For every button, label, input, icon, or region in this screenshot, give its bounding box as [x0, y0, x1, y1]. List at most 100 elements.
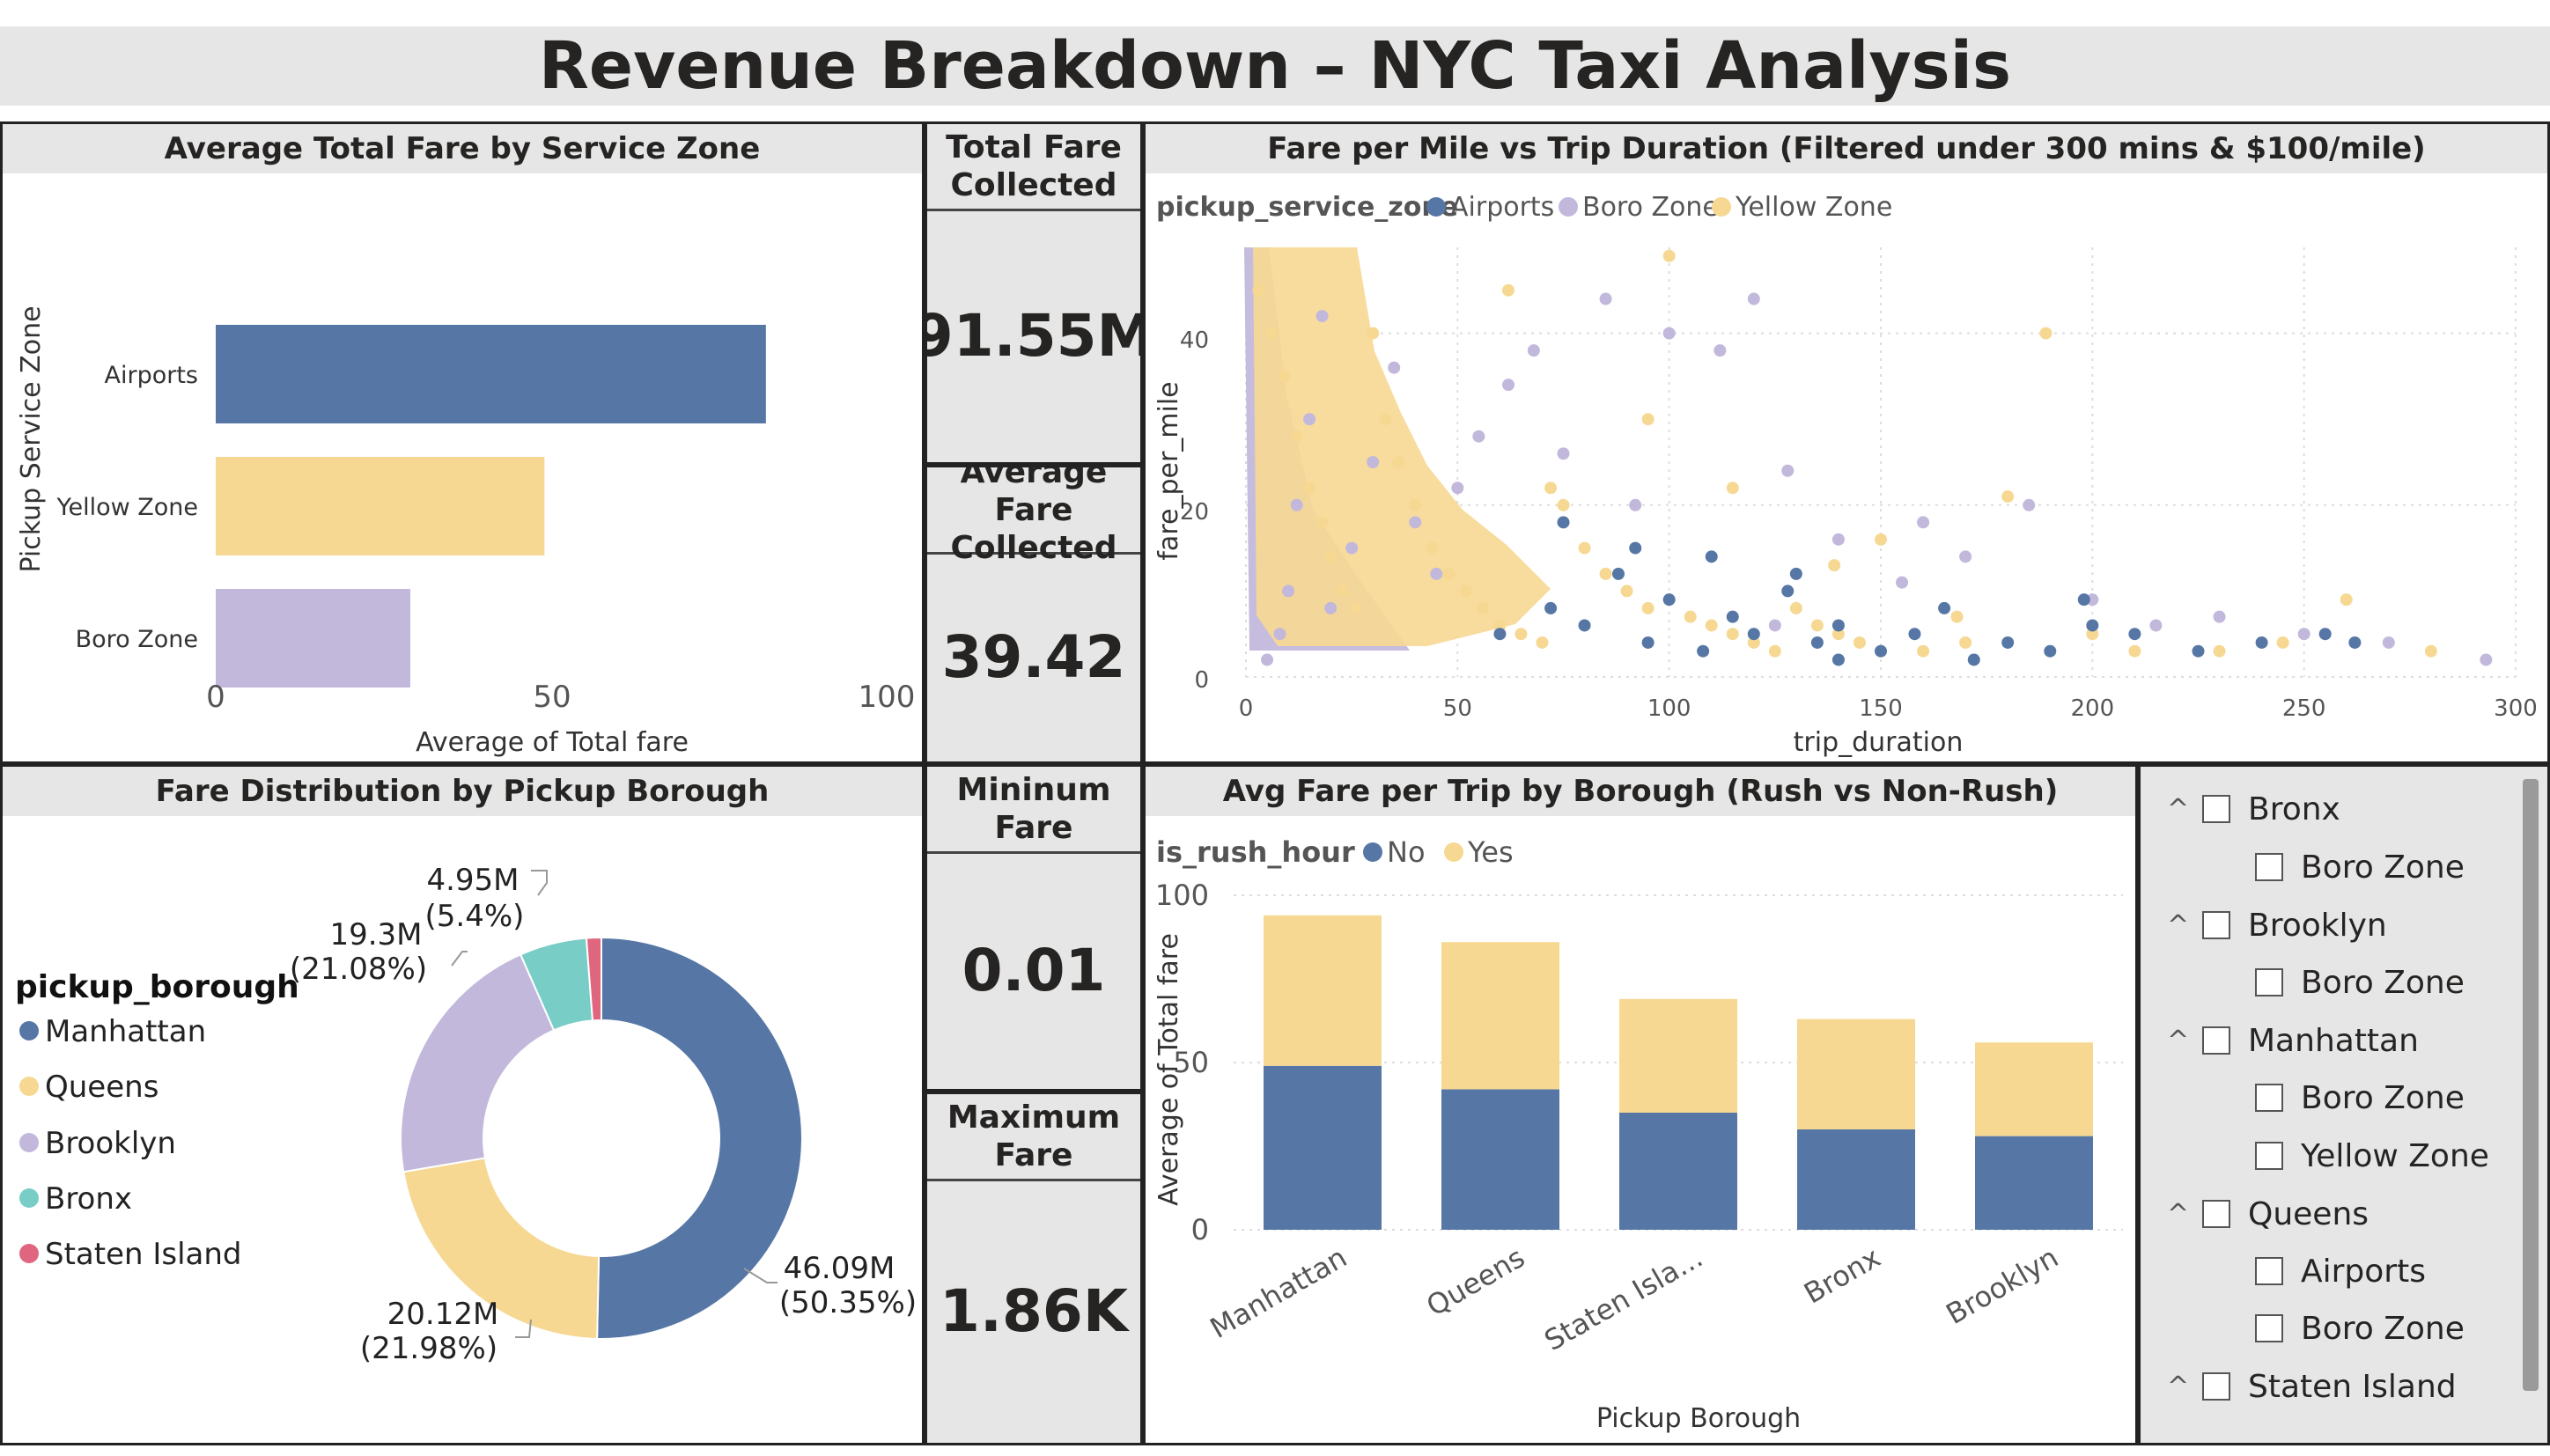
donut-chart-panel[interactable]: Fare Distribution by Pickup Borough pick… — [0, 764, 925, 1445]
checkbox[interactable] — [2255, 1142, 2283, 1170]
slicer-row[interactable]: Boro Zone — [2255, 1077, 2465, 1119]
label-queens-value: 20.12M — [387, 1297, 499, 1332]
checkbox[interactable] — [2202, 1372, 2230, 1401]
scatter-point-airports — [2192, 644, 2205, 658]
donut-slice-manhattan[interactable] — [596, 936, 803, 1340]
bar-chart-panel[interactable]: Average Total Fare by Service Zone Picku… — [0, 121, 925, 764]
slicer-row[interactable]: Airports — [2255, 1250, 2426, 1292]
scatter-point-airports — [1747, 628, 1760, 641]
donut-slice-brooklyn[interactable] — [400, 952, 556, 1173]
bar-airports[interactable] — [216, 325, 766, 423]
stacked-bar-staten-isla-no[interactable] — [1619, 1113, 1737, 1230]
bar-boro-zone[interactable] — [216, 589, 410, 688]
stacked-bar-staten-isla-yes[interactable] — [1619, 998, 1737, 1113]
stacked-bar-bronx-no[interactable] — [1797, 1129, 1915, 1230]
donut-slice-queens[interactable] — [402, 1157, 601, 1340]
stacked-bar-brooklyn-yes[interactable] — [1975, 1042, 2093, 1136]
minimum-fare-card: Mininum Fare 0.01 — [925, 764, 1143, 1092]
scatter-point-yellow-zone — [1641, 413, 1655, 426]
slicer-label-queens-boro-zone: Boro Zone — [2301, 1310, 2465, 1347]
checkbox[interactable] — [2255, 1314, 2283, 1342]
scatter-legend-airports[interactable]: Airports — [1450, 192, 1554, 223]
stacked-bar-brooklyn-no[interactable] — [1975, 1136, 2093, 1230]
scatter-x-tick-250: 250 — [2282, 695, 2326, 722]
stacked-bar-queens-no[interactable] — [1441, 1089, 1559, 1230]
scatter-point-yellow-zone — [1477, 601, 1490, 614]
scatter-x-tick-50: 50 — [1443, 695, 1472, 722]
scatter-point-yellow-zone — [1959, 636, 1972, 649]
legend-manhattan-swatch — [19, 1021, 39, 1041]
legend-bronx[interactable]: Bronx — [45, 1181, 132, 1217]
slicer-label-brooklyn-boro-zone: Boro Zone — [2301, 964, 2465, 1001]
slicer-scrollbar[interactable] — [2523, 779, 2539, 1391]
chevron-up-icon[interactable]: ^ — [2167, 1025, 2190, 1056]
checkbox[interactable] — [2255, 968, 2283, 996]
checkbox[interactable] — [2202, 1026, 2230, 1055]
stacked-bar-queens-yes[interactable] — [1441, 942, 1559, 1090]
stacked-bar-manhattan-no[interactable] — [1264, 1065, 1382, 1230]
slicer-row[interactable]: ^ Brooklyn — [2167, 904, 2387, 946]
legend-staten-island[interactable]: Staten Island — [45, 1237, 242, 1272]
legend-staten-island-swatch — [19, 1244, 39, 1263]
leader-manhattan — [743, 1268, 778, 1283]
borough-zone-slicer[interactable]: ^ Bronx Boro Zone ^ Brooklyn Boro Zone ^ Ma… — [2138, 764, 2550, 1445]
bar-yellow-zone[interactable] — [216, 457, 545, 555]
scatter-y-tick-40: 40 — [1180, 327, 1209, 354]
chevron-up-icon[interactable]: ^ — [2167, 793, 2190, 825]
slicer-label-bronx-boro-zone: Boro Zone — [2301, 849, 2465, 886]
average-fare-card: Average Fare Collected 39.42 — [925, 465, 1143, 764]
scatter-chart-panel[interactable]: Fare per Mile vs Trip Duration (Filtered… — [1143, 121, 2550, 764]
legend-manhattan[interactable]: Manhattan — [45, 1014, 206, 1049]
scatter-point-boro-zone — [1367, 456, 1380, 468]
legend-queens[interactable]: Queens — [45, 1070, 158, 1105]
scatter-legend-yellow-zone[interactable]: Yellow Zone — [1735, 192, 1892, 223]
slicer-label-manhattan-boro-zone: Boro Zone — [2301, 1079, 2465, 1116]
checkbox[interactable] — [2202, 911, 2230, 939]
bar-chart-title: Average Total Fare by Service Zone — [3, 124, 922, 173]
scatter-legend-yellow-zone-swatch — [1712, 197, 1731, 217]
scatter-point-yellow-zone — [1641, 601, 1655, 614]
slicer-row[interactable]: Boro Zone — [2255, 846, 2465, 888]
stacked-bar-manhattan-yes[interactable] — [1264, 915, 1382, 1066]
checkbox[interactable] — [2255, 1084, 2283, 1112]
chevron-up-icon[interactable]: ^ — [2167, 1198, 2190, 1230]
scatter-point-yellow-zone — [1875, 533, 1887, 546]
checkbox[interactable] — [2202, 1200, 2230, 1228]
average-fare-card-value: 39.42 — [941, 622, 1126, 691]
stacked-x-tick-staten-island: Staten Isla... — [1539, 1240, 1708, 1357]
scatter-x-tick-100: 100 — [1647, 695, 1691, 722]
slicer-row[interactable]: ^ Staten Island — [2167, 1365, 2457, 1408]
slicer-row[interactable]: Boro Zone — [2255, 961, 2465, 1004]
scatter-point-yellow-zone — [1493, 619, 1507, 632]
scatter-legend-boro-zone[interactable]: Boro Zone — [1582, 192, 1719, 223]
label-queens-pct: (21.98%) — [360, 1331, 497, 1366]
scatter-point-boro-zone — [1502, 379, 1515, 392]
stacked-bar-bronx-yes[interactable] — [1797, 1018, 1915, 1129]
slicer-row[interactable]: ^ Queens — [2167, 1193, 2369, 1235]
legend-brooklyn[interactable]: Brooklyn — [45, 1126, 176, 1161]
stacked-chart-panel[interactable]: Avg Fare per Trip by Borough (Rush vs No… — [1143, 764, 2138, 1445]
scatter-legend-airports-swatch — [1426, 197, 1446, 217]
scatter-point-yellow-zone — [1831, 628, 1845, 641]
stacked-x-axis-label: Pickup Borough — [1596, 1403, 1801, 1434]
stacked-legend-yes[interactable]: Yes — [1467, 835, 1514, 869]
leader-brooklyn — [451, 951, 468, 967]
legend-brooklyn-swatch — [19, 1133, 39, 1152]
scatter-point-boro-zone — [2086, 593, 2099, 607]
checkbox[interactable] — [2255, 853, 2283, 881]
slicer-row[interactable]: ^ Bronx — [2167, 788, 2340, 830]
chevron-up-icon[interactable]: ^ — [2167, 909, 2190, 941]
checkbox[interactable] — [2202, 795, 2230, 823]
slicer-row[interactable]: Boro Zone — [2255, 1307, 2465, 1349]
stacked-legend-no[interactable]: No — [1387, 835, 1426, 869]
slicer-row[interactable]: ^ Manhattan — [2167, 1019, 2419, 1062]
scatter-chart-title: Fare per Mile vs Trip Duration (Filtered… — [1146, 124, 2547, 173]
scatter-point-yellow-zone — [1392, 456, 1405, 468]
donut-slice-staten-island[interactable] — [585, 936, 602, 1022]
slicer-row[interactable]: Yellow Zone — [2255, 1135, 2489, 1177]
checkbox[interactable] — [2255, 1257, 2283, 1285]
scatter-point-yellow-zone — [1264, 327, 1278, 340]
scatter-point-yellow-zone — [1426, 541, 1439, 555]
chevron-up-icon[interactable]: ^ — [2167, 1371, 2190, 1402]
scatter-point-boro-zone — [1430, 567, 1443, 580]
